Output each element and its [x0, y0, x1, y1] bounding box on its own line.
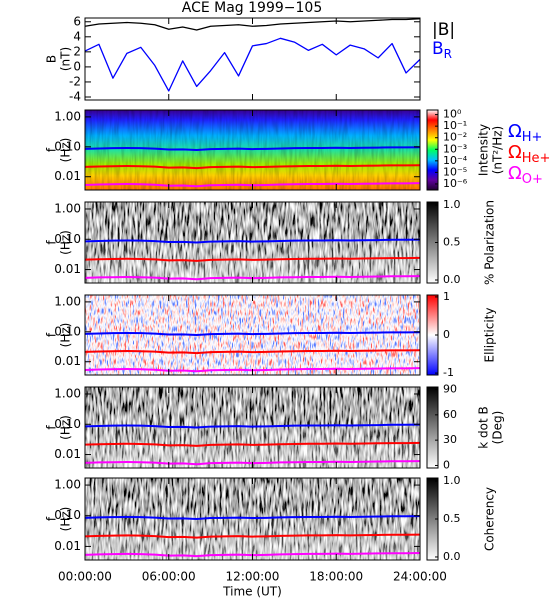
- legend-name: Ω: [508, 121, 522, 142]
- data-line: [84, 423, 421, 429]
- colorbar-tick-label: 1.0: [443, 474, 461, 487]
- data-line: [84, 441, 421, 447]
- legend-entry: ΩO+: [508, 163, 543, 187]
- x-tick-label: 00:00:00: [58, 570, 112, 584]
- y-tick-label: 1.00: [54, 109, 81, 123]
- y-tick-label: -4: [69, 89, 81, 103]
- legend-name: Ω: [508, 163, 522, 184]
- colorbar-tick-label: 30: [443, 433, 457, 446]
- y-tick-label: 0.10: [54, 417, 81, 431]
- axis-label: (Hz): [59, 230, 73, 255]
- colorbar-tick-label: 10⁻²: [443, 131, 467, 144]
- data-line: [84, 18, 421, 31]
- legend-subscript: O+: [522, 172, 543, 187]
- colorbar-tick-label: 0.0: [443, 273, 461, 286]
- axis-label: f: [45, 332, 59, 337]
- y-tick-label: 2: [73, 44, 81, 58]
- axis-label: f: [45, 516, 59, 521]
- axis-label: f: [45, 425, 59, 430]
- colorbar-tick-label: 10⁻⁵: [443, 165, 467, 178]
- y-tick-label: 0.01: [54, 447, 81, 461]
- axis-label: (Hz): [59, 507, 73, 532]
- colorbar-tick-label: 0.5: [443, 236, 461, 249]
- data-line: [84, 256, 421, 262]
- x-tick-label: 12:00:00: [226, 570, 280, 584]
- colorbar-tick-label: 90: [443, 383, 457, 396]
- colorbar-tick-label: 1.0: [443, 198, 461, 211]
- colorbar-tick-label: 0: [443, 328, 450, 341]
- colorbar-tick-label: 10⁻⁴: [443, 154, 468, 167]
- y-tick-label: 6: [73, 14, 81, 28]
- data-line: [84, 533, 421, 539]
- y-tick-label: 1.00: [54, 386, 81, 400]
- y-tick-label: 0.10: [54, 139, 81, 153]
- colorbar-tick-label: 0: [443, 458, 450, 471]
- y-tick-label: 0.01: [54, 169, 81, 183]
- data-line: [84, 37, 421, 92]
- y-tick-label: 0.10: [54, 508, 81, 522]
- colorbar-tick-label: 60: [443, 408, 457, 421]
- legend-subscript: He+: [522, 151, 550, 166]
- colorbar: [426, 109, 439, 191]
- legend-entry: ΩHe+: [508, 142, 550, 166]
- x-tick-label: 24:00:00: [393, 570, 447, 584]
- y-tick-label: 1.00: [54, 478, 81, 492]
- y-tick-label: 0: [73, 59, 81, 73]
- axis-label: Ellipticity: [483, 308, 497, 363]
- legend-subscript: R: [444, 47, 452, 61]
- y-tick-label: -2: [69, 74, 81, 88]
- x-axis-label: Time (UT): [222, 585, 282, 599]
- plot-area: [85, 18, 420, 100]
- legend-name: B: [432, 39, 444, 59]
- y-tick-label: 0.01: [54, 354, 81, 368]
- axis-label: B: [45, 55, 59, 63]
- axis-label: k dot B: [477, 406, 491, 448]
- y-tick-label: 0.01: [54, 262, 81, 276]
- axis-label: (nT): [59, 47, 73, 71]
- y-tick-label: 0.10: [54, 232, 81, 246]
- axis-label: (Hz): [59, 415, 73, 440]
- axis-label: Coherency: [483, 487, 497, 551]
- y-tick-label: 0.10: [54, 324, 81, 338]
- legend-entry: ΩH+: [508, 121, 542, 145]
- data-line: [84, 146, 421, 152]
- y-tick-label: 0.01: [54, 539, 81, 553]
- axis-label: f: [45, 240, 59, 245]
- colorbar-tick-label: 0.0: [443, 550, 461, 563]
- data-line: [84, 238, 421, 244]
- colorbar-tick-label: 10⁻¹: [443, 119, 467, 132]
- x-tick-label: 18:00:00: [309, 570, 363, 584]
- axis-label: (Deg): [491, 411, 505, 445]
- data-line: [84, 164, 421, 170]
- legend-entry: |B|: [432, 20, 455, 40]
- colorbar-tick-label: 10⁻⁶: [443, 177, 468, 190]
- axis-label: (Hz): [59, 323, 73, 348]
- axis-label: f: [45, 147, 59, 152]
- legend-name: |B|: [432, 20, 455, 40]
- colorbar-tick-label: 1: [443, 290, 450, 303]
- colorbar-tick-label: 10⁰: [443, 108, 462, 121]
- legend-name: Ω: [508, 142, 522, 163]
- x-tick-label: 06:00:00: [142, 570, 196, 584]
- legend-entry: BR: [432, 39, 452, 61]
- y-tick-label: 1.00: [54, 201, 81, 215]
- axis-label: % Polarization: [483, 200, 497, 285]
- data-line: [84, 331, 421, 337]
- chart-title: ACE Mag 1999−105: [182, 0, 322, 16]
- data-line: [84, 349, 421, 355]
- legend-subscript: H+: [522, 130, 543, 145]
- axis-label: (nT²/Hz): [491, 126, 505, 174]
- colorbar: [426, 386, 439, 469]
- colorbar-tick-label: 0.5: [443, 512, 461, 525]
- colorbar-tick-label: 10⁻³: [443, 142, 467, 155]
- y-tick-label: 1.00: [54, 294, 81, 308]
- axis-label: (Hz): [59, 138, 73, 163]
- data-line: [84, 515, 421, 521]
- axis-label: Intensity: [477, 124, 491, 176]
- colorbar-tick-label: -1: [443, 366, 454, 379]
- y-tick-label: 4: [73, 29, 81, 43]
